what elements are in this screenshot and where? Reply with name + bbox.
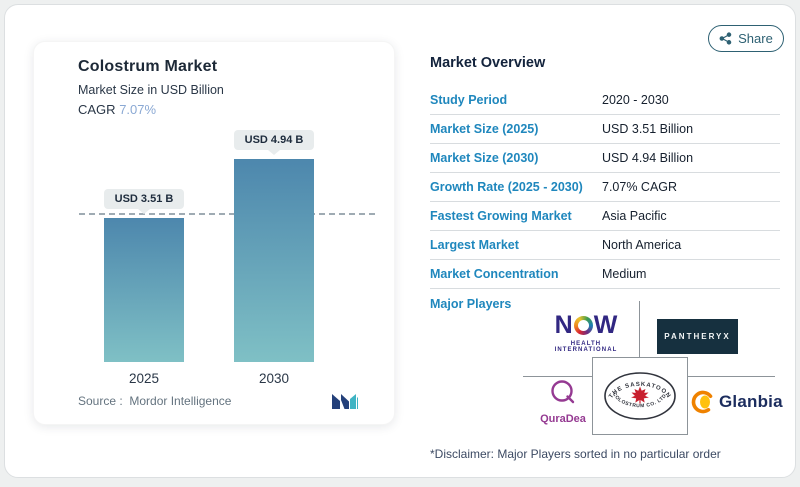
maple-leaf-icon: [631, 386, 649, 404]
bar-value-label-2030: USD 4.94 B: [233, 130, 315, 151]
row-value: 2020 - 2030: [602, 93, 669, 107]
row-value: USD 3.51 Billion: [602, 122, 694, 136]
now-letter-w: W: [593, 311, 618, 339]
row-label: Fastest Growing Market: [430, 209, 572, 223]
row-value: 7.07% CAGR: [602, 180, 678, 194]
bar-2030: [234, 159, 314, 362]
cagr-value: 7.07%: [119, 102, 157, 117]
infographic-card: Share Colostrum Market Market Size in US…: [4, 4, 796, 478]
share-icon: [719, 32, 732, 45]
row-label: Market Size (2025): [430, 122, 539, 136]
table-row-largest-market: Largest Market North America: [430, 231, 780, 260]
row-value: North America: [602, 238, 682, 252]
players-vertical-connector: [639, 301, 640, 358]
quradea-q-icon: [551, 380, 575, 404]
player-logo-quradea: QuraDea: [530, 379, 596, 425]
player-logo-now-health-international: N W HEALTH INTERNATIONAL: [540, 313, 632, 354]
table-row-growth-rate: Growth Rate (2025 - 2030) 7.07% CAGR: [430, 173, 780, 202]
overview-table: Study Period 2020 - 2030 Market Size (20…: [430, 86, 780, 289]
row-value: USD 4.94 Billion: [602, 151, 694, 165]
player-logo-pantheryx: PANTHERYX: [657, 319, 738, 354]
bar-group-2030: USD 4.94 B 2030: [233, 130, 315, 386]
chart-subtitle: Market Size in USD Billion: [78, 83, 224, 97]
axis-label-2025: 2025: [128, 371, 160, 386]
share-label: Share: [738, 31, 773, 46]
market-overview-panel: Market Overview Study Period 2020 - 2030…: [430, 5, 783, 487]
saskatoon-seal-icon: THE SASKATOON COLOSTRUM CO. LTD.: [604, 372, 676, 420]
bar-2025: [104, 218, 184, 362]
row-value: Asia Pacific: [602, 209, 667, 223]
now-rainbow-o-icon: [573, 316, 593, 335]
player-logo-saskatoon-colostrum: THE SASKATOON COLOSTRUM CO. LTD.: [592, 357, 688, 435]
chart-panel: Colostrum Market Market Size in USD Bill…: [33, 41, 395, 425]
row-label: Growth Rate (2025 - 2030): [430, 180, 583, 194]
mordor-intelligence-logo: [332, 394, 358, 409]
quradea-wordmark: QuraDea: [540, 413, 586, 425]
row-label: Market Concentration: [430, 267, 559, 281]
cagr-line: CAGR 7.07%: [78, 102, 156, 117]
pantheryx-wordmark: PANTHERYX: [664, 332, 731, 341]
share-button[interactable]: Share: [708, 25, 784, 52]
row-label: Study Period: [430, 93, 508, 107]
now-wordmark: N W: [540, 313, 632, 338]
bar-value-label-2025: USD 3.51 B: [103, 189, 185, 210]
reference-line: [79, 213, 375, 216]
row-value: Medium: [602, 267, 647, 281]
source-label: Source :: [78, 393, 123, 408]
players-disclaimer: *Disclaimer: Major Players sorted in no …: [430, 447, 721, 461]
axis-label-2030: 2030: [258, 371, 290, 386]
table-row-market-size-2025: Market Size (2025) USD 3.51 Billion: [430, 115, 780, 144]
now-subtitle: HEALTH INTERNATIONAL: [554, 341, 618, 353]
glanbia-g-icon: [691, 390, 715, 414]
now-letter-n: N: [554, 311, 573, 339]
table-row-study-period: Study Period 2020 - 2030: [430, 86, 780, 115]
table-row-market-concentration: Market Concentration Medium: [430, 260, 780, 289]
source-value: Mordor Intelligence: [129, 393, 232, 408]
bar-group-2025: USD 3.51 B 2025: [103, 189, 185, 386]
row-label: Largest Market: [430, 238, 519, 252]
row-label: Market Size (2030): [430, 151, 539, 165]
table-row-market-size-2030: Market Size (2030) USD 4.94 Billion: [430, 144, 780, 173]
table-row-fastest-growing-market: Fastest Growing Market Asia Pacific: [430, 202, 780, 231]
source-row: Source : Mordor Intelligence: [78, 392, 358, 409]
cagr-label: CAGR: [78, 102, 116, 117]
overview-title: Market Overview: [430, 55, 546, 71]
glanbia-wordmark: Glanbia: [719, 392, 783, 411]
major-players-label: Major Players: [430, 297, 512, 311]
chart-title: Colostrum Market: [78, 58, 218, 75]
player-logo-glanbia: Glanbia: [690, 389, 783, 415]
